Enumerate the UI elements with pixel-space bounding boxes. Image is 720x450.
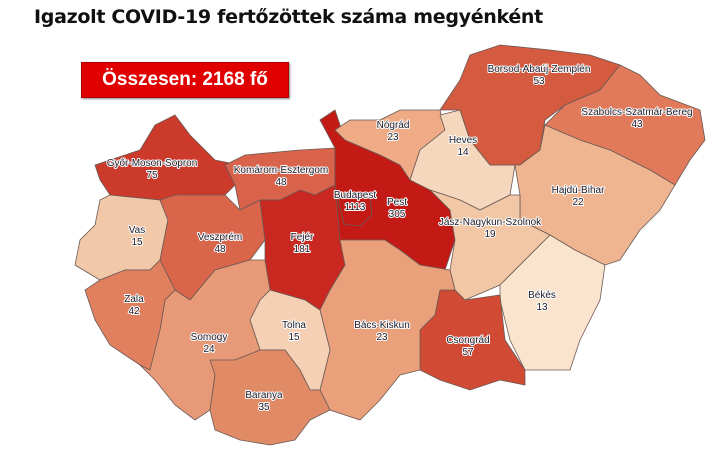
county-name-label: Pest [387, 197, 407, 208]
county-name-label: Szabolcs-Szatmár-Bereg [581, 107, 692, 118]
county-value-label: 43 [631, 119, 643, 130]
county-name-label: Békés [528, 290, 556, 301]
county-name-label: Győr-Moson-Sopron [107, 158, 198, 169]
county-value-label: 75 [146, 170, 158, 181]
county-hajdu-bihar [514, 124, 676, 266]
county-value-label: 23 [376, 332, 388, 343]
county-value-label: 22 [572, 197, 584, 208]
county-value-label: 23 [387, 132, 399, 143]
county-value-label: 15 [288, 332, 300, 343]
county-baranya [209, 349, 331, 446]
county-name-label: Tolna [282, 320, 306, 331]
county-value-label: 48 [275, 177, 287, 188]
county-name-label: Bács-Kiskun [354, 320, 410, 331]
county-value-label: 13 [536, 302, 548, 313]
county-value-label: 14 [457, 147, 469, 158]
county-value-label: 181 [294, 244, 311, 255]
county-name-label: Baranya [245, 390, 283, 401]
county-value-label: 48 [214, 244, 226, 255]
county-name-label: Somogy [191, 332, 228, 343]
county-value-label: 24 [203, 344, 215, 355]
county-value-label: 42 [128, 306, 140, 317]
total-cases-banner: Összesen: 2168 fő [81, 62, 289, 98]
county-name-label: Fejér [291, 232, 314, 243]
county-value-label: 305 [389, 209, 406, 220]
county-name-label: Csongrád [446, 335, 489, 346]
county-value-label: 15 [131, 237, 143, 248]
county-value-label: 19 [484, 229, 496, 240]
page-title: Igazolt COVID-19 fertőzöttek száma megyé… [34, 6, 543, 28]
county-value-label: 53 [533, 76, 545, 87]
county-name-label: Vas [129, 225, 146, 236]
county-name-label: Borsod-Abaúj-Zemplén [488, 64, 591, 75]
county-name-label: Budapest [334, 190, 376, 201]
county-budapest [337, 191, 373, 227]
county-name-label: Nógrád [377, 120, 410, 131]
county-zala [84, 259, 176, 371]
county-value-label: 57 [462, 347, 474, 358]
county-name-label: Hajdú-Bihar [552, 185, 605, 196]
county-name-label: Veszprém [198, 232, 242, 243]
county-value-label: 35 [258, 402, 270, 413]
county-name-label: Zala [124, 294, 144, 305]
county-value-label: 1113 [345, 202, 366, 213]
county-name-label: Komárom-Esztergom [234, 165, 328, 176]
county-name-label: Jász-Nagykun-Szolnok [439, 217, 542, 228]
county-bekes [499, 234, 606, 371]
county-name-label: Heves [449, 135, 477, 146]
